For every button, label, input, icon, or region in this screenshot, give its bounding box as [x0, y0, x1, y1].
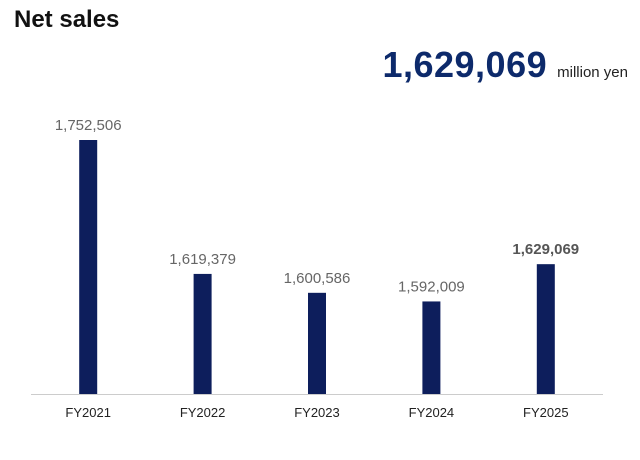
- x-tick-label-fy2024: FY2024: [409, 405, 455, 420]
- data-label-fy2024: 1,592,009: [398, 278, 465, 295]
- data-label-fy2022: 1,619,379: [169, 251, 236, 268]
- data-label-fy2021: 1,752,506: [55, 117, 122, 134]
- x-tick-label-fy2023: FY2023: [294, 405, 340, 420]
- bar-fy2024: [422, 301, 441, 394]
- headline-unit: million yen: [557, 64, 628, 81]
- headline-value: 1,629,069: [382, 44, 548, 85]
- x-tick-label-fy2021: FY2021: [65, 405, 111, 420]
- bar-fy2023: [308, 292, 326, 394]
- bar-fy2021: [79, 140, 98, 394]
- data-label-fy2023: 1,600,586: [284, 270, 351, 287]
- x-tick-label-fy2025: FY2025: [523, 405, 569, 420]
- data-label-fy2025: 1,629,069: [512, 241, 579, 258]
- bar-fy2025: [536, 264, 555, 394]
- x-tick-label-fy2022: FY2022: [180, 405, 226, 420]
- bar-fy2022: [193, 273, 212, 394]
- headline-figure: 1,629,069 million yen: [382, 44, 628, 86]
- chart-title: Net sales: [14, 6, 120, 33]
